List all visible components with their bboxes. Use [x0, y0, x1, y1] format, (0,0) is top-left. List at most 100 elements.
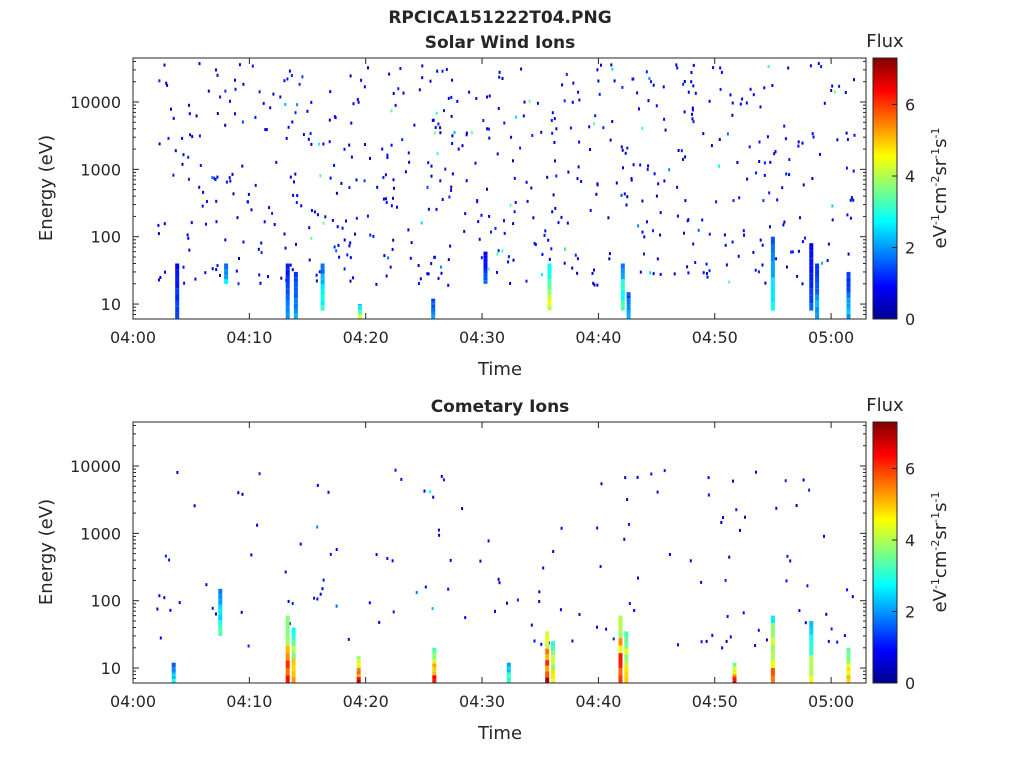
- flux-point: [838, 84, 841, 88]
- flux-point: [316, 213, 319, 217]
- flux-point: [204, 271, 207, 275]
- flux-point: [738, 196, 741, 200]
- flux-burst: [770, 623, 775, 631]
- flux-point: [784, 479, 787, 483]
- flux-point: [676, 185, 679, 189]
- flux-point: [419, 277, 422, 281]
- flux-point: [626, 146, 629, 150]
- flux-point: [752, 250, 755, 254]
- flux-point: [668, 168, 671, 172]
- flux-point: [729, 635, 732, 639]
- flux-burst: [506, 676, 511, 679]
- flux-point: [250, 208, 253, 212]
- flux-point: [241, 164, 244, 168]
- flux-point: [201, 204, 204, 208]
- flux-point: [477, 220, 480, 224]
- flux-point: [534, 243, 537, 246]
- flux-point: [319, 174, 322, 178]
- flux-point: [322, 221, 325, 225]
- flux-point: [355, 178, 358, 182]
- flux-point: [701, 218, 704, 222]
- flux-point: [663, 469, 666, 473]
- flux-burst: [770, 668, 775, 676]
- flux-point: [852, 198, 855, 202]
- flux-point: [229, 99, 231, 103]
- flux-burst: [293, 313, 298, 319]
- flux-point: [726, 615, 729, 618]
- flux-point: [199, 164, 202, 167]
- flux-burst: [285, 638, 290, 646]
- flux-burst: [846, 303, 851, 309]
- flux-point: [509, 282, 512, 285]
- flux-burst: [285, 668, 290, 676]
- flux-point: [790, 250, 793, 254]
- flux-point: [765, 638, 768, 642]
- flux-point: [436, 152, 439, 156]
- flux-point: [450, 114, 453, 118]
- flux-point: [354, 232, 356, 236]
- axis-ticks: 04:00 04:10 04:20 04:30 04:40 04:50 05:00 10 100…: [70, 422, 866, 711]
- flux-burst: [175, 269, 180, 276]
- flux-point: [465, 179, 468, 183]
- flux-point: [652, 272, 655, 276]
- flux-burst: [285, 653, 290, 661]
- flux-point: [761, 263, 764, 267]
- flux-burst: [357, 309, 362, 311]
- flux-point: [382, 197, 385, 201]
- flux-burst: [618, 668, 623, 676]
- flux-burst: [356, 662, 361, 666]
- flux-burst: [545, 637, 550, 643]
- flux-point: [802, 478, 805, 482]
- flux-point: [823, 101, 826, 105]
- colorbar-ticks: 0 2 4 6: [892, 95, 915, 329]
- flux-point: [451, 142, 454, 145]
- flux-burst: [624, 660, 629, 666]
- flux-point: [392, 238, 395, 242]
- flux-point: [215, 268, 218, 272]
- flux-burst: [618, 615, 623, 624]
- flux-point: [337, 243, 340, 247]
- flux-point: [574, 253, 577, 257]
- flux-point: [451, 172, 454, 176]
- flux-point: [804, 621, 807, 625]
- flux-point: [552, 550, 555, 553]
- flux-burst: [809, 676, 814, 683]
- flux-point: [763, 86, 766, 90]
- flux-point: [310, 142, 313, 146]
- flux-point: [577, 165, 580, 169]
- flux-point: [348, 143, 351, 147]
- flux-point: [163, 63, 166, 67]
- flux-point: [593, 268, 595, 272]
- flux-burst: [506, 665, 511, 668]
- flux-point: [453, 130, 456, 134]
- flux-point: [372, 234, 375, 238]
- flux-burst: [218, 615, 223, 621]
- flux-point: [656, 257, 659, 261]
- flux-point: [242, 82, 245, 86]
- flux-point: [343, 147, 346, 151]
- flux-point: [546, 175, 549, 179]
- flux-point: [439, 179, 442, 183]
- flux-burst: [545, 642, 550, 649]
- flux-point: [488, 214, 491, 218]
- flux-burst: [483, 269, 488, 274]
- flux-point: [850, 196, 853, 200]
- flux-point: [705, 272, 708, 275]
- flux-point: [187, 155, 190, 159]
- flux-point: [525, 180, 528, 184]
- flux-burst: [357, 314, 362, 316]
- flux-burst: [626, 298, 631, 302]
- flux-point: [496, 252, 499, 256]
- flux-point: [557, 221, 560, 225]
- flux-burst: [285, 623, 290, 631]
- flux-point: [366, 214, 369, 218]
- flux-point: [290, 74, 293, 77]
- flux-point: [768, 191, 771, 195]
- flux-point: [224, 238, 227, 242]
- flux-point: [432, 118, 435, 122]
- flux-point: [831, 218, 834, 222]
- flux-burst: [506, 674, 511, 677]
- flux-point: [656, 490, 659, 494]
- flux-point: [397, 87, 400, 91]
- flux-point: [156, 607, 159, 611]
